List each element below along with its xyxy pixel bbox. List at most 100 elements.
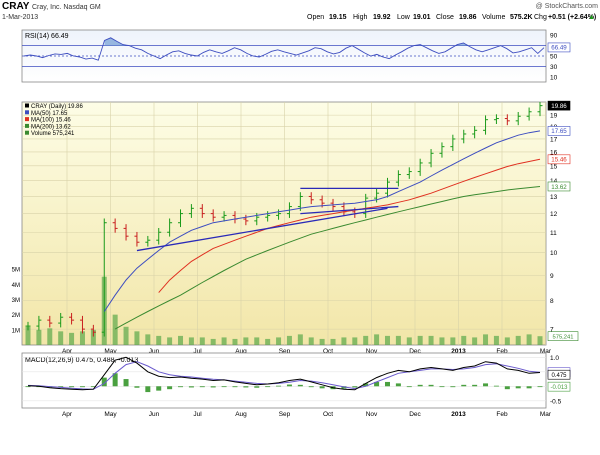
legend-swatch [25,130,29,135]
watermark: @ StockCharts.com [536,3,599,10]
macd-hist-bar [417,384,423,387]
macd-hist-tag-box [547,381,571,392]
macd-x-tick-label: Mar [540,411,552,418]
volume-bar [69,332,75,345]
macd-value-tag: 0.475 [551,373,567,379]
volume-bar [145,334,151,345]
macd-hist-bar [265,386,271,388]
macd-hist-bar [483,383,489,387]
price-tick-label: 11 [550,230,557,237]
volume-bar [265,338,271,345]
macd-hist-bar [363,383,369,387]
macd-hist-bar [254,386,260,388]
x-tick-label: Sep [279,348,291,355]
macd-hist-bar [188,386,194,388]
high-value: 19.92 [373,14,391,21]
volume-bar [472,337,478,345]
macd-hist-bar [25,386,31,388]
macd-hist-bar [69,386,75,388]
macd-hist-bar [493,385,499,387]
volume-bar [363,335,369,345]
macd-x-tick-label: May [104,411,117,418]
chart-date: 1-Mar-2013 [2,14,38,21]
volume-tick-label: 5M [12,268,20,274]
ma-line-3 [114,186,541,330]
volume-tick-label: 3M [12,298,20,304]
macd-hist-bar [450,386,456,388]
macd-hist-bar [472,384,478,387]
symbol-title: CRAY [2,1,30,12]
macd-tick-label: -0.5 [550,398,562,405]
macd-hist-bar [428,384,434,387]
volume-bar [47,328,53,345]
volume-tick-label: 1M [12,328,20,334]
macd-hist-bar [319,386,325,389]
rsi-current-tag: 66.49 [551,45,567,52]
chg-label: Chg [534,14,547,21]
volume-bar [428,335,434,345]
volume-tag: 575,241 [553,334,574,340]
support-trendline [136,207,388,252]
chg-up-icon: ▲ [588,14,595,21]
macd-hist-bar [210,386,216,388]
volume-bar [188,337,194,345]
macd-x-tick-label: 2013 [451,411,466,418]
volume-bar [243,337,249,345]
macd-hist-bar [286,384,292,387]
macd-hist-bar [374,381,380,387]
macd-hist-bar [156,386,162,391]
volume-bar [374,334,380,345]
volume-bar [483,334,489,345]
macd-hist-bar [112,373,118,387]
macd-hist-bar [167,386,173,390]
macd-hist-tag: -0.013 [550,385,568,391]
volume-bar [36,329,42,345]
macd-x-tick-label: Oct [323,411,333,418]
volume-bar [461,335,467,345]
low-label: Low [397,14,411,21]
price-tick-label: 9 [550,273,554,280]
volume-bar [25,326,31,345]
volume-bar [232,338,238,345]
volume-bar [319,338,325,345]
x-tick-label: Jun [149,348,160,355]
macd-hist-bar [395,383,401,387]
price-tick-label: 15 [550,163,558,170]
volume-bar [395,335,401,345]
volume-bar [417,335,423,345]
volume-bar [537,336,543,345]
price-panel [21,101,547,346]
volume-bar [406,337,412,345]
macd-x-tick-label: Dec [409,411,421,418]
volume-bar [352,337,358,345]
volume-bar [297,334,303,345]
macd-hist-bar [308,386,314,388]
x-tick-label: 2013 [451,348,466,355]
x-tick-label: Oct [323,348,333,355]
macd-value-tag-box [547,369,571,380]
macd-hist-bar [79,386,85,388]
lower-channel-line [300,205,399,215]
macd-hist-bar [526,386,532,389]
volume-bar [112,314,118,345]
legend-entry: MA(200) 13.62 [31,124,71,130]
price-tick-label: 12 [550,211,558,218]
volume-bar [156,335,162,345]
x-tick-label: Nov [366,348,378,355]
macd-hist-bar [406,386,412,388]
macd-x-tick-label: Jul [193,411,202,418]
ma200-tag-box [547,181,571,192]
volume-tick-label: 2M [12,313,20,319]
volume-bar [90,329,96,345]
macd-hist-bar [221,386,227,388]
macd-hist-bar [232,386,238,388]
macd-hist-bar [537,386,543,388]
macd-x-tick-label: Apr [62,411,73,418]
x-tick-label: Aug [235,348,247,355]
close-tag: 19.86 [551,103,567,110]
macd-hist-bar [297,384,303,387]
macd-label: MACD(12,26,9) 0.475, 0.488, -0.013 [25,357,138,364]
ma200-tag: 13.62 [551,184,567,191]
volume-bar [450,337,456,345]
volume-bar [504,337,510,345]
